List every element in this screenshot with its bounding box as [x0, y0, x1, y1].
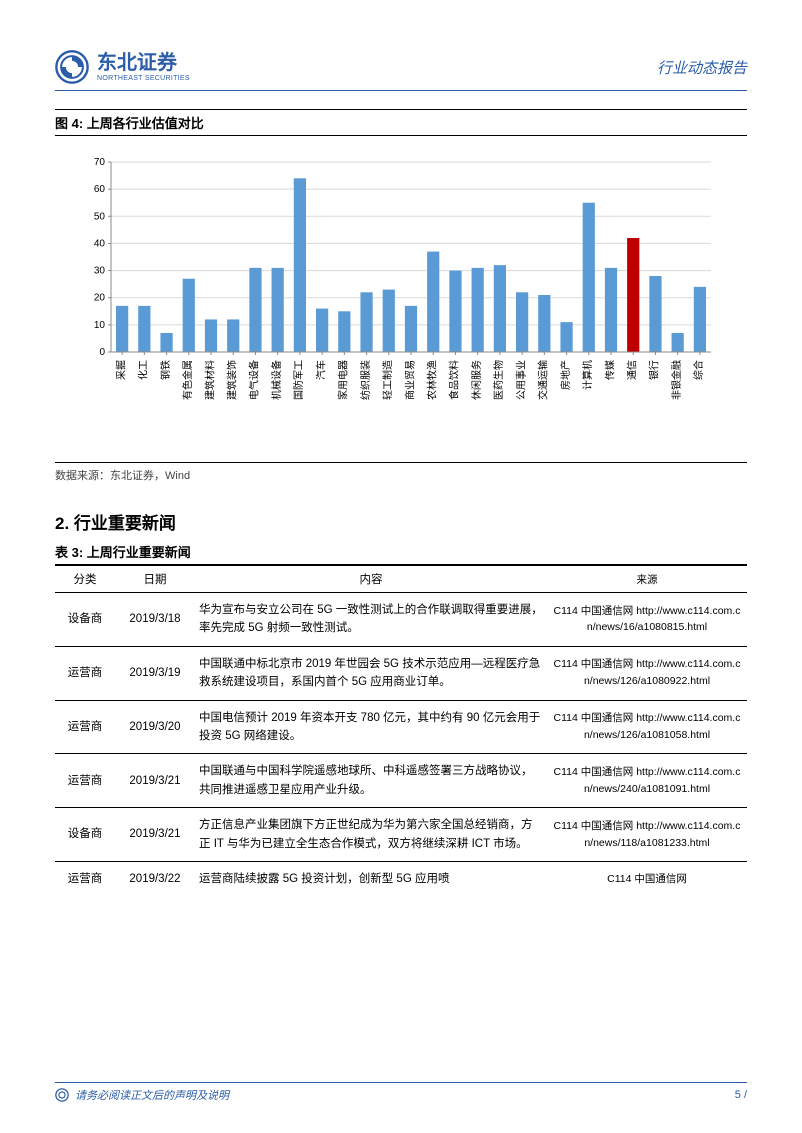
- news-table: 分类 日期 内容 来源 设备商2019/3/18华为宣布与安立公司在 5G 一致…: [55, 565, 747, 896]
- logo-block: 东北证券 NORTHEAST SECURITIES: [55, 50, 190, 84]
- svg-text:综合: 综合: [692, 360, 705, 380]
- logo-text-cn: 东北证券: [97, 53, 190, 73]
- page-header: 东北证券 NORTHEAST SECURITIES 行业动态报告: [55, 50, 747, 91]
- svg-text:医药生物: 医药生物: [492, 360, 505, 400]
- table-row: 运营商2019/3/20中国电信预计 2019 年资本开支 780 亿元，其中约…: [55, 700, 747, 754]
- cell-source: C114 中国通信网 http://www.c114.com.cn/news/1…: [547, 808, 747, 862]
- svg-text:建筑装饰: 建筑装饰: [226, 360, 239, 400]
- table-row: 运营商2019/3/19中国联通中标北京市 2019 年世园会 5G 技术示范应…: [55, 646, 747, 700]
- svg-text:国防军工: 国防军工: [292, 360, 305, 400]
- cell-content: 华为宣布与安立公司在 5G 一致性测试上的合作联调取得重要进展，率先完成 5G …: [195, 593, 547, 647]
- svg-text:房地产: 房地产: [559, 360, 572, 390]
- col-header-source: 来源: [547, 566, 747, 593]
- svg-text:60: 60: [94, 184, 106, 195]
- cell-category: 运营商: [55, 646, 115, 700]
- svg-text:70: 70: [94, 157, 106, 168]
- svg-text:有色金属: 有色金属: [181, 360, 194, 400]
- page-footer: 请务必阅读正文后的声明及说明 5 /: [55, 1082, 747, 1103]
- col-header-date: 日期: [115, 566, 195, 593]
- cell-date: 2019/3/21: [115, 754, 195, 808]
- table-row: 运营商2019/3/22运营商陆续披露 5G 投资计划，创新型 5G 应用喷C1…: [55, 861, 747, 896]
- table-3-title: 表 3: 上周行业重要新闻: [55, 542, 747, 565]
- svg-text:建筑材料: 建筑材料: [203, 360, 216, 400]
- svg-text:公用事业: 公用事业: [514, 360, 527, 400]
- cell-category: 设备商: [55, 593, 115, 647]
- svg-text:商业贸易: 商业贸易: [403, 360, 416, 400]
- figure-4-title: 图 4: 上周各行业估值对比: [55, 109, 747, 136]
- svg-text:非银金融: 非银金融: [670, 360, 683, 400]
- svg-text:电气设备: 电气设备: [248, 360, 261, 400]
- svg-text:银行: 银行: [648, 360, 661, 380]
- svg-text:0: 0: [99, 347, 105, 358]
- col-header-content: 内容: [195, 566, 547, 593]
- cell-date: 2019/3/20: [115, 700, 195, 754]
- page: 东北证券 NORTHEAST SECURITIES 行业动态报告 图 4: 上周…: [0, 0, 802, 1133]
- logo-text-block: 东北证券 NORTHEAST SECURITIES: [97, 53, 190, 82]
- cell-content: 中国联通中标北京市 2019 年世园会 5G 技术示范应用—远程医疗急救系统建设…: [195, 646, 547, 700]
- svg-text:30: 30: [94, 266, 106, 277]
- cell-category: 运营商: [55, 754, 115, 808]
- footer-page-number: 5 /: [735, 1089, 747, 1101]
- valuation-bar-chart: 0 10 20 30 40 50 60 70 采掘化工钢铁有色金属建筑材料建筑装饰电气设备机械设…: [71, 152, 731, 452]
- cell-content: 中国电信预计 2019 年资本开支 780 亿元，其中约有 90 亿元会用于投资…: [195, 700, 547, 754]
- svg-text:40: 40: [94, 238, 106, 249]
- svg-text:机械设备: 机械设备: [270, 360, 283, 400]
- cell-date: 2019/3/18: [115, 593, 195, 647]
- svg-text:钢铁: 钢铁: [159, 360, 172, 380]
- footer-left: 请务必阅读正文后的声明及说明: [55, 1087, 229, 1103]
- cell-category: 运营商: [55, 861, 115, 896]
- svg-text:50: 50: [94, 211, 106, 222]
- cell-source: C114 中国通信网 http://www.c114.com.cn/news/1…: [547, 593, 747, 647]
- svg-text:汽车: 汽车: [314, 360, 327, 380]
- cell-category: 运营商: [55, 700, 115, 754]
- header-report-type: 行业动态报告: [657, 57, 747, 78]
- svg-text:计算机: 计算机: [581, 360, 594, 390]
- cell-source: C114 中国通信网 http://www.c114.com.cn/news/1…: [547, 700, 747, 754]
- svg-text:通信: 通信: [627, 360, 639, 380]
- svg-text:轻工制造: 轻工制造: [381, 360, 394, 400]
- cell-source: C114 中国通信网: [547, 861, 747, 896]
- logo-text-en: NORTHEAST SECURITIES: [97, 75, 190, 82]
- figure-4-source: 数据来源：东北证券，Wind: [55, 462, 747, 483]
- svg-text:传媒: 传媒: [604, 360, 616, 380]
- cell-content: 中国联通与中国科学院遥感地球所、中科遥感签署三方战略协议，共同推进遥感卫星应用产…: [195, 754, 547, 808]
- table-row: 设备商2019/3/21方正信息产业集团旗下方正世纪成为华为第六家全国总经销商，…: [55, 808, 747, 862]
- section-2-title: 2. 行业重要新闻: [55, 509, 747, 534]
- cell-source: C114 中国通信网 http://www.c114.com.cn/news/2…: [547, 754, 747, 808]
- cell-date: 2019/3/19: [115, 646, 195, 700]
- chart-container: 0 10 20 30 40 50 60 70 采掘化工钢铁有色金属建筑材料建筑装饰电气设备机械设…: [55, 144, 747, 456]
- cell-source: C114 中国通信网 http://www.c114.com.cn/news/1…: [547, 646, 747, 700]
- svg-text:休闲服务: 休闲服务: [470, 360, 483, 400]
- cell-date: 2019/3/22: [115, 861, 195, 896]
- company-logo-icon: [55, 50, 89, 84]
- table-row: 设备商2019/3/18华为宣布与安立公司在 5G 一致性测试上的合作联调取得重…: [55, 593, 747, 647]
- cell-category: 设备商: [55, 808, 115, 862]
- svg-text:家用电器: 家用电器: [337, 360, 350, 400]
- table-row: 运营商2019/3/21中国联通与中国科学院遥感地球所、中科遥感签署三方战略协议…: [55, 754, 747, 808]
- svg-text:10: 10: [94, 320, 106, 331]
- table-header-row: 分类 日期 内容 来源: [55, 566, 747, 593]
- cell-content: 运营商陆续披露 5G 投资计划，创新型 5G 应用喷: [195, 861, 547, 896]
- svg-text:化工: 化工: [137, 360, 150, 380]
- svg-text:农林牧渔: 农林牧渔: [426, 360, 439, 400]
- cell-content: 方正信息产业集团旗下方正世纪成为华为第六家全国总经销商，方正 IT 与华为已建立…: [195, 808, 547, 862]
- svg-text:纺织服装: 纺织服装: [359, 360, 372, 400]
- svg-text:20: 20: [94, 293, 106, 304]
- svg-text:采掘: 采掘: [114, 360, 127, 380]
- cell-date: 2019/3/21: [115, 808, 195, 862]
- col-header-category: 分类: [55, 566, 115, 593]
- svg-text:交通运输: 交通运输: [537, 360, 550, 400]
- svg-text:食品饮料: 食品饮料: [448, 360, 461, 400]
- footer-disclaimer: 请务必阅读正文后的声明及说明: [75, 1087, 229, 1103]
- footer-logo-icon: [55, 1088, 69, 1102]
